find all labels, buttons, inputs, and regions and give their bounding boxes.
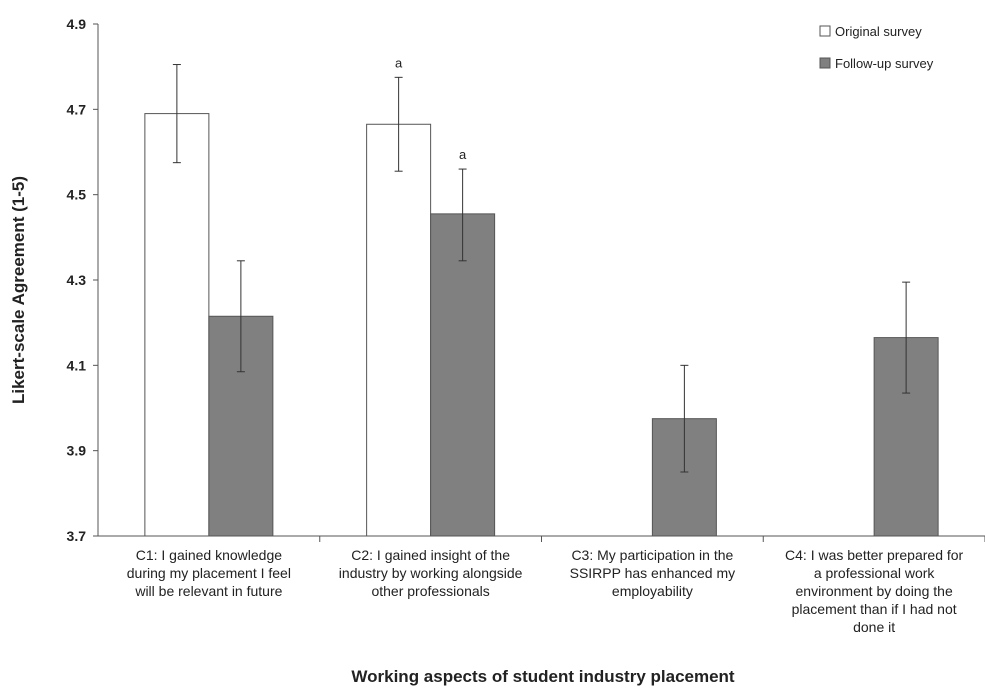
error-bar xyxy=(394,76,403,172)
y-tick-label: 4.3 xyxy=(67,272,87,288)
y-tick-label: 3.9 xyxy=(67,443,87,459)
y-tick-label: 4.1 xyxy=(67,357,87,373)
x-axis-title: Working aspects of student industry plac… xyxy=(351,667,735,686)
legend: Original survey Follow-up survey xyxy=(819,24,934,71)
y-tick-label: 3.7 xyxy=(67,528,87,544)
y-tick-label: 4.5 xyxy=(67,187,87,203)
bar-follow-up-c2 xyxy=(430,213,496,537)
legend-label: Original survey xyxy=(835,24,922,39)
category-label: C4: I was better prepared for a professio… xyxy=(785,547,964,635)
error-bar xyxy=(172,64,181,164)
error-bar xyxy=(680,364,689,473)
error-bar xyxy=(458,168,467,262)
bar-original-c2 xyxy=(366,123,432,537)
error-bar xyxy=(902,281,911,394)
x-axis: C1: I gained knowledge during my placemen… xyxy=(98,535,985,635)
bar-original-c1 xyxy=(144,113,210,537)
significance-annotation: a xyxy=(459,147,467,162)
legend-swatch xyxy=(819,25,831,37)
y-tick-label: 4.9 xyxy=(67,16,87,32)
error-bar xyxy=(236,260,245,373)
category-label: C1: I gained knowledge during my placemen… xyxy=(127,547,291,599)
category-label: C3: My participation in the SSIRPP has en… xyxy=(570,547,736,599)
y-axis-title: Likert-scale Agreement (1-5) xyxy=(9,176,28,404)
significance-annotation: a xyxy=(395,55,403,70)
category-label: C2: I gained insight of the industry by w… xyxy=(339,547,523,599)
plot-area: aa xyxy=(144,55,939,537)
legend-swatch xyxy=(819,57,831,69)
y-axis: 3.7 3.9 4.1 4.3 4.5 4.7 4.9 xyxy=(67,16,99,544)
legend-label: Follow-up survey xyxy=(835,56,934,71)
y-tick-label: 4.7 xyxy=(67,101,87,117)
